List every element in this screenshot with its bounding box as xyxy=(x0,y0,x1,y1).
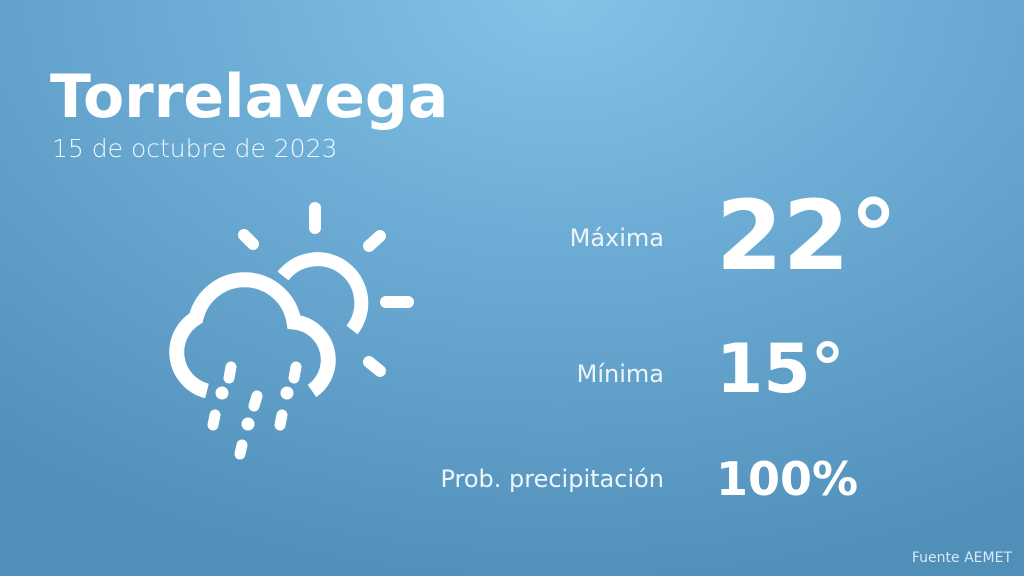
max-value: 22° xyxy=(716,180,898,292)
city-title: Torrelavega xyxy=(50,62,449,132)
min-label: Mínima xyxy=(576,360,664,388)
precip-label: Prob. precipitación xyxy=(440,465,664,493)
max-label: Máxima xyxy=(569,224,664,252)
date: 15 de octubre de 2023 xyxy=(52,134,338,163)
source-credit: Fuente AEMET xyxy=(911,550,1012,566)
precip-value: 100% xyxy=(716,452,859,506)
min-value: 15° xyxy=(716,330,845,409)
